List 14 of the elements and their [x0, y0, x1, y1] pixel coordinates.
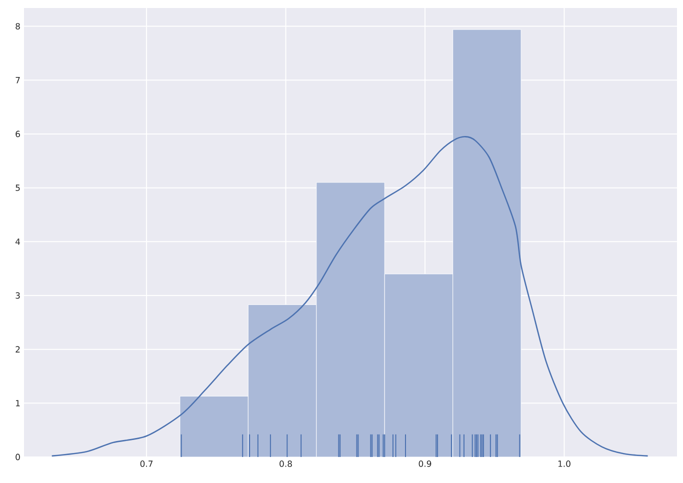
y-tick-label: 5	[16, 184, 20, 191]
y-tick-label: 1	[16, 400, 20, 406]
y-tick-label: 2	[16, 346, 20, 352]
y-tick-label: 7	[16, 77, 20, 84]
y-tick-label: 8	[16, 23, 20, 30]
x-tick-label: 1.0	[558, 460, 570, 467]
y-tick-label: 0	[16, 454, 20, 460]
y-tick-label: 3	[16, 292, 20, 299]
x-tick-label: 0.8	[280, 460, 292, 467]
y-tick-label: 6	[16, 130, 20, 138]
x-tick-label: 0.7	[140, 460, 153, 467]
x-tick-label: 0.9	[418, 460, 432, 467]
line-series	[51, 136, 648, 457]
y-tick-label: 4	[16, 238, 20, 245]
